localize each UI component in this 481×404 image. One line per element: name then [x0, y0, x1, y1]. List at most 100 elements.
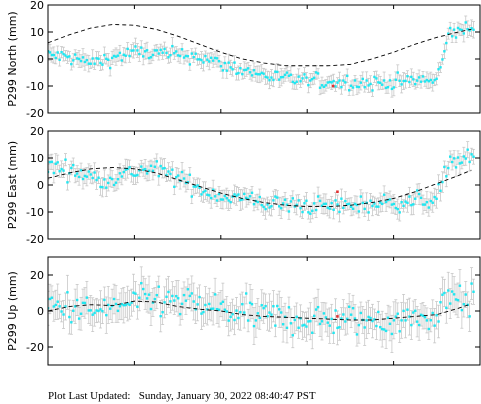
- data-point: [237, 193, 240, 196]
- data-point: [423, 80, 427, 83]
- data-point: [206, 193, 209, 196]
- data-point: [93, 171, 96, 174]
- data-point: [314, 208, 318, 212]
- data-point: [118, 172, 122, 175]
- data-point: [87, 170, 91, 173]
- data-point: [198, 58, 201, 61]
- data-point: [60, 310, 63, 313]
- data-point: [250, 74, 254, 77]
- data-point: [311, 331, 314, 334]
- data-point: [145, 49, 149, 52]
- data-point: [377, 81, 380, 84]
- data-point: [326, 321, 329, 324]
- data-point: [312, 202, 316, 205]
- data-point: [351, 307, 355, 310]
- data-point: [332, 331, 335, 335]
- data-point: [132, 291, 135, 294]
- data-point: [107, 181, 110, 185]
- data-point: [346, 317, 349, 321]
- data-point: [190, 292, 193, 295]
- data-point: [404, 79, 407, 83]
- data-point: [437, 68, 440, 71]
- data-point: [369, 82, 372, 86]
- data-layer: [48, 266, 476, 353]
- data-point: [159, 48, 162, 52]
- data-point: [72, 309, 75, 312]
- data-point: [66, 291, 69, 294]
- data-point: [408, 195, 411, 198]
- data-point: [190, 52, 193, 55]
- data-point: [210, 196, 213, 200]
- data-point: [410, 203, 413, 207]
- data-point: [268, 78, 271, 82]
- data-point: [75, 298, 79, 302]
- data-point: [349, 205, 353, 208]
- data-point: [149, 164, 153, 168]
- data-point: [151, 53, 155, 57]
- data-point: [305, 199, 308, 202]
- data-point: [445, 175, 448, 178]
- data-point: [85, 58, 89, 62]
- data-point: [278, 78, 281, 81]
- data-point: [344, 320, 347, 323]
- data-point: [122, 170, 125, 174]
- data-point: [375, 324, 378, 328]
- data-point: [132, 49, 135, 52]
- data-point: [410, 323, 413, 327]
- data-point: [142, 55, 145, 58]
- data-point: [412, 203, 415, 206]
- y-tick-label: -20: [26, 107, 44, 120]
- data-point: [460, 161, 464, 164]
- data-point: [365, 79, 368, 82]
- data-point: [423, 315, 427, 319]
- data-point: [386, 198, 390, 202]
- data-point: [349, 84, 353, 87]
- data-point: [192, 185, 195, 188]
- data-point: [437, 320, 440, 323]
- data-point: [355, 85, 359, 88]
- footer-timestamp: Sunday, January 30, 2022 08:40:47 PST: [138, 390, 316, 402]
- data-point: [229, 66, 232, 69]
- data-point: [169, 53, 172, 57]
- data-point: [449, 26, 452, 30]
- data-point: [314, 308, 318, 311]
- data-point: [384, 329, 388, 333]
- data-point: [85, 296, 89, 299]
- data-point: [173, 299, 176, 302]
- data-point: [281, 323, 285, 326]
- data-point: [330, 317, 333, 321]
- data-point: [429, 199, 432, 203]
- data-point: [373, 318, 376, 321]
- data-point: [237, 316, 240, 320]
- data-point: [435, 314, 438, 317]
- data-point: [180, 170, 184, 174]
- data-point: [138, 169, 141, 172]
- y-tick-label: 0: [37, 53, 44, 66]
- y-tick-label: 10: [30, 26, 44, 39]
- data-point: [281, 75, 285, 79]
- data-point: [250, 191, 254, 194]
- error-bars: [48, 141, 476, 223]
- data-point: [142, 168, 145, 171]
- data-point: [276, 196, 279, 199]
- data-point: [215, 199, 219, 202]
- data-point: [297, 75, 300, 78]
- data-point: [196, 303, 199, 306]
- data-point: [239, 67, 242, 70]
- data-point: [332, 79, 335, 83]
- data-point: [274, 70, 277, 73]
- data-point: [103, 298, 106, 302]
- data-point: [336, 326, 339, 330]
- data-point: [204, 189, 207, 192]
- data-point: [66, 181, 69, 184]
- data-point: [388, 79, 392, 82]
- data-point: [353, 79, 357, 82]
- data-point: [223, 61, 227, 65]
- data-point: [328, 324, 331, 327]
- data-point: [250, 302, 254, 306]
- data-point: [103, 53, 106, 57]
- data-point: [355, 203, 359, 207]
- data-point: [120, 302, 124, 306]
- data-point: [301, 77, 304, 80]
- data-point: [58, 170, 61, 173]
